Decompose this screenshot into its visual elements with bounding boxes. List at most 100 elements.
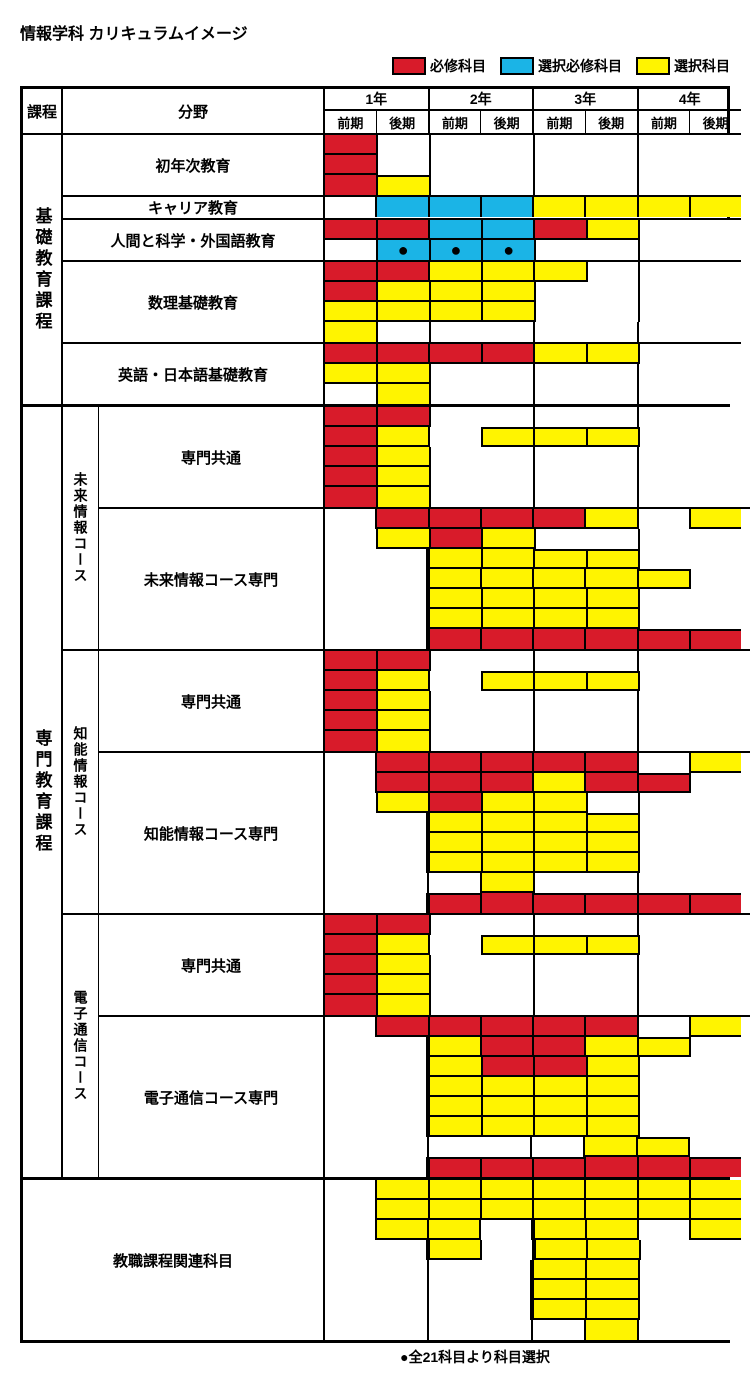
grid-cell <box>639 407 690 427</box>
grid-cell <box>690 995 741 1015</box>
grid-cell <box>587 240 640 260</box>
grid-cell <box>325 813 376 833</box>
grid-cell <box>375 1240 427 1260</box>
grid-cell <box>482 197 534 217</box>
grid-cell <box>536 240 587 260</box>
grid-cell <box>479 1137 532 1157</box>
grid-cell <box>588 549 641 569</box>
grid-cell <box>483 853 536 873</box>
grid-cell <box>431 364 482 384</box>
grid-cell <box>482 1037 534 1057</box>
grid-cell <box>481 671 536 691</box>
grid-cell <box>428 1057 483 1077</box>
grid-cell <box>586 753 638 773</box>
grid-cell <box>586 155 639 175</box>
grid-cell <box>640 282 691 302</box>
grid-cell <box>376 549 429 569</box>
grid-cell <box>376 833 429 853</box>
grid-cell <box>428 629 482 649</box>
grid-cell <box>533 1220 587 1240</box>
grid-cell <box>375 509 429 529</box>
grid-cell <box>378 915 431 935</box>
grid-cell <box>376 529 431 549</box>
grid-cell <box>588 853 641 873</box>
grid-cell <box>535 711 586 731</box>
field-row: 初年次教育 <box>63 135 741 197</box>
grid-cell <box>375 1017 429 1037</box>
grid-cell <box>535 487 586 507</box>
field-name: 数理基礎教育 <box>63 262 323 342</box>
grid-cell <box>691 1057 742 1077</box>
grid-cell <box>584 1320 639 1340</box>
grid-cell <box>587 1220 639 1240</box>
grid-cell <box>430 793 483 813</box>
grid-cell <box>428 569 482 589</box>
grid-cell <box>378 995 431 1015</box>
grid-cell <box>535 384 586 404</box>
grid-cell <box>535 1077 588 1097</box>
grid-cell <box>482 691 535 711</box>
field-row: 数理基礎教育 <box>63 262 741 344</box>
grid-cell <box>482 1180 534 1200</box>
grid-cell <box>691 1240 741 1260</box>
grid-cell <box>588 262 641 282</box>
grid-cell <box>428 813 483 833</box>
grid-cell <box>325 569 375 589</box>
grid-cell <box>325 753 375 773</box>
program-section: 教職課程関連科目 <box>23 1180 727 1340</box>
grid-cell <box>431 711 482 731</box>
grid-cell <box>535 955 586 975</box>
grid-cell <box>535 671 588 691</box>
grid-cell <box>325 1260 376 1280</box>
grid-cell <box>535 609 588 629</box>
grid-cell <box>640 1117 691 1137</box>
grid-cell <box>535 344 588 364</box>
semester-label: 前期 <box>639 111 691 133</box>
grid-cell <box>690 322 741 342</box>
grid-cell <box>690 487 741 507</box>
grid-cell <box>431 135 482 155</box>
grid-cell <box>640 853 691 873</box>
grid-cell <box>534 1157 586 1177</box>
grid-cell <box>586 1180 638 1200</box>
semester-label: 後期 <box>586 111 637 133</box>
grid-cell <box>378 262 431 282</box>
legend-item: 選択科目 <box>636 56 730 76</box>
grid-cell <box>376 1280 429 1300</box>
grid-cell <box>640 1300 691 1320</box>
grid-cell <box>428 1077 483 1097</box>
grid-cell <box>690 691 741 711</box>
grid-cell <box>639 753 689 773</box>
grid-cell <box>428 549 483 569</box>
grid-cell <box>690 1137 741 1157</box>
field-row: 教職課程関連科目 <box>23 1180 741 1340</box>
grid-cell <box>639 711 690 731</box>
grid-cell <box>483 793 536 813</box>
grid-cell <box>534 1037 586 1057</box>
grid-cell <box>586 629 638 649</box>
semester-label: 後期 <box>377 111 428 133</box>
grid-cell <box>431 691 482 711</box>
grid-cell <box>690 1300 741 1320</box>
grid-cell <box>482 509 534 529</box>
grid-cell: ● <box>483 240 536 260</box>
grid-cell <box>640 240 691 260</box>
field-name: 専門共通 <box>99 651 323 751</box>
grid-cell <box>587 282 640 302</box>
grid-cell <box>375 753 429 773</box>
grid-cell <box>690 302 741 322</box>
grid-cell <box>535 1057 588 1077</box>
grid-cell <box>640 302 691 322</box>
grid-cell <box>430 935 481 955</box>
grid-cell <box>429 1280 480 1300</box>
grid-cell <box>586 467 639 487</box>
grid-cell <box>431 487 482 507</box>
grid-cell <box>430 1180 482 1200</box>
grid-cell <box>325 1240 375 1260</box>
grid-cell <box>431 384 482 404</box>
grid-cell <box>586 135 639 155</box>
grid-cell <box>586 893 638 913</box>
grid-cell <box>378 935 431 955</box>
year-label: 3年 <box>534 89 637 111</box>
course-label: 電子通信コース <box>63 915 99 1177</box>
